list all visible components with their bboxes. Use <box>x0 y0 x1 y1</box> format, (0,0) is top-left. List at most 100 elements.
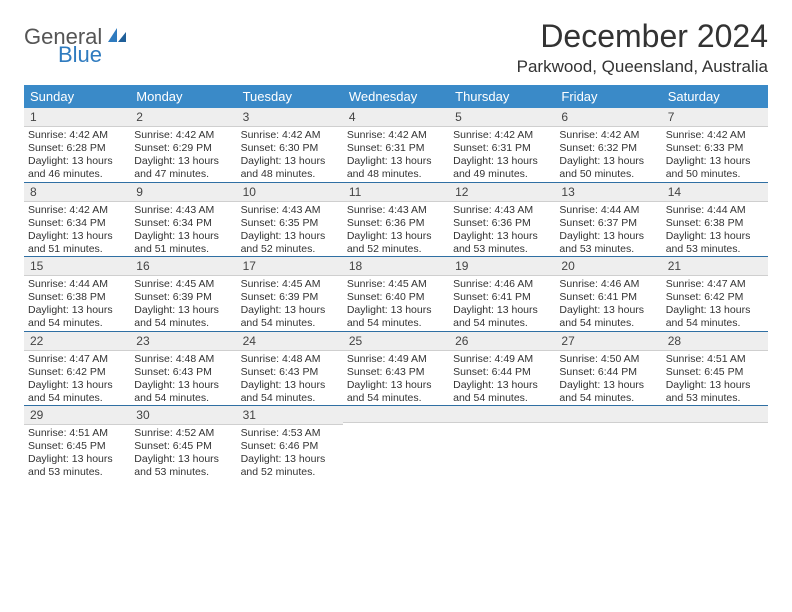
calendar-cell <box>555 405 661 480</box>
sunset-text: Sunset: 6:42 PM <box>24 366 130 379</box>
daylight-text-line1: Daylight: 13 hours <box>237 304 343 317</box>
day-number: 9 <box>130 182 236 202</box>
day-number: 28 <box>662 331 768 351</box>
daylight-text-line1: Daylight: 13 hours <box>237 155 343 168</box>
sunset-text: Sunset: 6:43 PM <box>343 366 449 379</box>
daylight-text-line2: and 53 minutes. <box>130 466 236 479</box>
day-number: 15 <box>24 256 130 276</box>
daylight-text-line2: and 50 minutes. <box>662 168 768 181</box>
day-number: 30 <box>130 405 236 425</box>
weekday-header-row: Sunday Monday Tuesday Wednesday Thursday… <box>24 85 768 108</box>
daylight-text-line2: and 54 minutes. <box>555 392 661 405</box>
sunset-text: Sunset: 6:41 PM <box>449 291 555 304</box>
day-number: 5 <box>449 108 555 127</box>
sunset-text: Sunset: 6:32 PM <box>555 142 661 155</box>
sunset-text: Sunset: 6:30 PM <box>237 142 343 155</box>
calendar-cell: 12Sunrise: 4:43 AMSunset: 6:36 PMDayligh… <box>449 182 555 257</box>
calendar-cell: 2Sunrise: 4:42 AMSunset: 6:29 PMDaylight… <box>130 108 236 182</box>
sunrise-text: Sunrise: 4:42 AM <box>449 127 555 142</box>
calendar-table: Sunday Monday Tuesday Wednesday Thursday… <box>24 85 768 480</box>
sunset-text: Sunset: 6:29 PM <box>130 142 236 155</box>
calendar-cell: 9Sunrise: 4:43 AMSunset: 6:34 PMDaylight… <box>130 182 236 257</box>
daylight-text-line1: Daylight: 13 hours <box>24 155 130 168</box>
calendar-cell <box>343 405 449 480</box>
sunset-text: Sunset: 6:39 PM <box>130 291 236 304</box>
calendar-cell <box>449 405 555 480</box>
sunset-text: Sunset: 6:39 PM <box>237 291 343 304</box>
sunrise-text: Sunrise: 4:44 AM <box>24 276 130 291</box>
day-number: 7 <box>662 108 768 127</box>
daylight-text-line1: Daylight: 13 hours <box>449 155 555 168</box>
daylight-text-line2: and 54 minutes. <box>343 392 449 405</box>
sunset-text: Sunset: 6:45 PM <box>662 366 768 379</box>
calendar-cell: 30Sunrise: 4:52 AMSunset: 6:45 PMDayligh… <box>130 405 236 480</box>
calendar-week-row: 15Sunrise: 4:44 AMSunset: 6:38 PMDayligh… <box>24 256 768 331</box>
calendar-cell: 10Sunrise: 4:43 AMSunset: 6:35 PMDayligh… <box>237 182 343 257</box>
calendar-cell: 23Sunrise: 4:48 AMSunset: 6:43 PMDayligh… <box>130 331 236 406</box>
daylight-text-line1: Daylight: 13 hours <box>555 230 661 243</box>
daylight-text-line2: and 48 minutes. <box>237 168 343 181</box>
calendar-cell: 4Sunrise: 4:42 AMSunset: 6:31 PMDaylight… <box>343 108 449 182</box>
daylight-text-line2: and 52 minutes. <box>237 243 343 256</box>
weekday-header: Wednesday <box>343 85 449 108</box>
day-number: 19 <box>449 256 555 276</box>
empty-day <box>449 405 555 423</box>
sunrise-text: Sunrise: 4:47 AM <box>24 351 130 366</box>
daylight-text-line2: and 54 minutes. <box>237 317 343 330</box>
sunrise-text: Sunrise: 4:42 AM <box>24 202 130 217</box>
daylight-text-line2: and 54 minutes. <box>24 392 130 405</box>
sunrise-text: Sunrise: 4:42 AM <box>343 127 449 142</box>
daylight-text-line1: Daylight: 13 hours <box>24 379 130 392</box>
day-number: 4 <box>343 108 449 127</box>
daylight-text-line2: and 48 minutes. <box>343 168 449 181</box>
sunset-text: Sunset: 6:34 PM <box>24 217 130 230</box>
sunrise-text: Sunrise: 4:44 AM <box>662 202 768 217</box>
calendar-cell: 18Sunrise: 4:45 AMSunset: 6:40 PMDayligh… <box>343 256 449 331</box>
daylight-text-line1: Daylight: 13 hours <box>343 304 449 317</box>
daylight-text-line1: Daylight: 13 hours <box>130 304 236 317</box>
daylight-text-line2: and 54 minutes. <box>130 317 236 330</box>
calendar-week-row: 8Sunrise: 4:42 AMSunset: 6:34 PM Daylight… <box>24 182 768 257</box>
daylight-text-line1: Daylight: 13 hours <box>555 379 661 392</box>
daylight-text-line1: Daylight: 13 hours <box>449 304 555 317</box>
sunset-text: Sunset: 6:33 PM <box>662 142 768 155</box>
weekday-header: Saturday <box>662 85 768 108</box>
day-number: 8 <box>24 182 130 202</box>
sunset-text: Sunset: 6:45 PM <box>130 440 236 453</box>
day-number: 12 <box>449 182 555 202</box>
daylight-text-line2: and 51 minutes. <box>130 243 236 256</box>
day-number: 22 <box>24 331 130 351</box>
daylight-text-line2: and 53 minutes. <box>449 243 555 256</box>
day-number: 25 <box>343 331 449 351</box>
month-title: December 2024 <box>517 18 768 55</box>
daylight-text-line2: and 52 minutes. <box>237 466 343 479</box>
calendar-week-row: 29Sunrise: 4:51 AMSunset: 6:45 PMDayligh… <box>24 405 768 480</box>
daylight-text-line2: and 49 minutes. <box>449 168 555 181</box>
daylight-text-line2: and 54 minutes. <box>449 392 555 405</box>
sunset-text: Sunset: 6:43 PM <box>130 366 236 379</box>
sunrise-text: Sunrise: 4:53 AM <box>237 425 343 440</box>
title-block: December 2024 Parkwood, Queensland, Aust… <box>517 18 768 77</box>
calendar-cell: 13Sunrise: 4:44 AMSunset: 6:37 PMDayligh… <box>555 182 661 257</box>
day-number: 3 <box>237 108 343 127</box>
sail-icon <box>106 26 128 49</box>
sunrise-text: Sunrise: 4:45 AM <box>343 276 449 291</box>
daylight-text-line1: Daylight: 13 hours <box>662 155 768 168</box>
sunrise-text: Sunrise: 4:43 AM <box>343 202 449 217</box>
day-number: 23 <box>130 331 236 351</box>
sunset-text: Sunset: 6:31 PM <box>343 142 449 155</box>
day-number: 16 <box>130 256 236 276</box>
calendar-cell: 6Sunrise: 4:42 AMSunset: 6:32 PMDaylight… <box>555 108 661 182</box>
calendar-cell: 19Sunrise: 4:46 AMSunset: 6:41 PMDayligh… <box>449 256 555 331</box>
weekday-header: Sunday <box>24 85 130 108</box>
calendar-cell: 24Sunrise: 4:48 AMSunset: 6:43 PMDayligh… <box>237 331 343 406</box>
sunset-text: Sunset: 6:38 PM <box>24 291 130 304</box>
day-number: 10 <box>237 182 343 202</box>
day-number: 24 <box>237 331 343 351</box>
sunrise-text: Sunrise: 4:42 AM <box>237 127 343 142</box>
day-number: 27 <box>555 331 661 351</box>
day-number: 31 <box>237 405 343 425</box>
calendar-cell: 1Sunrise: 4:42 AMSunset: 6:28 PMDaylight… <box>24 108 130 182</box>
daylight-text-line1: Daylight: 13 hours <box>343 155 449 168</box>
sunset-text: Sunset: 6:36 PM <box>449 217 555 230</box>
